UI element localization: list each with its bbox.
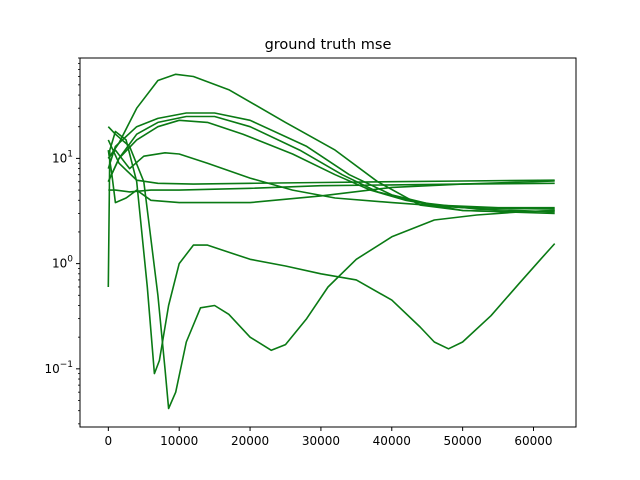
series-line-7	[108, 182, 555, 193]
y-tick-label: 10−1	[44, 360, 73, 376]
chart-title: ground truth mse	[265, 37, 392, 53]
axes-layer: 0 10000 20000 30000 40000 50000 60000 10−1 100 10…	[44, 57, 577, 448]
y-tick-label: 100	[52, 255, 73, 271]
x-tick-label: 40000	[373, 434, 411, 448]
series-line-9	[107, 130, 556, 375]
x-tick-label: 50000	[444, 434, 482, 448]
series-line-8	[107, 149, 555, 204]
series-line-4	[107, 119, 555, 215]
series-line-10	[107, 126, 555, 410]
series-layer	[107, 73, 556, 410]
y-tick-label: 101	[52, 149, 73, 165]
x-tick-label: 30000	[302, 434, 340, 448]
x-tick-label: 20000	[231, 434, 269, 448]
x-tick-label: 60000	[514, 434, 552, 448]
series-line-6	[107, 139, 555, 185]
plot-frame	[79, 57, 577, 428]
x-tick-label: 0	[105, 434, 113, 448]
x-tick-label: 10000	[160, 434, 198, 448]
series-line-5	[107, 149, 555, 210]
